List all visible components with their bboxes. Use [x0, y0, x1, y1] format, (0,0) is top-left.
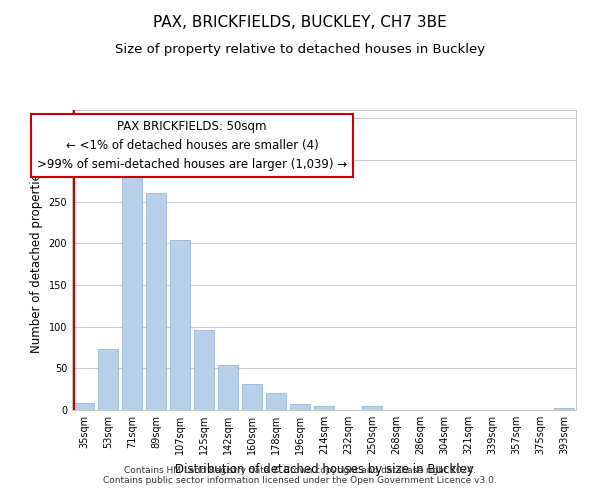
Text: PAX, BRICKFIELDS, BUCKLEY, CH7 3BE: PAX, BRICKFIELDS, BUCKLEY, CH7 3BE: [153, 15, 447, 30]
Bar: [554, 408, 574, 410]
Text: Contains HM Land Registry data © Crown copyright and database right 2024.
Contai: Contains HM Land Registry data © Crown c…: [103, 466, 497, 485]
Bar: [362, 406, 382, 410]
Bar: [290, 404, 310, 410]
Text: PAX BRICKFIELDS: 50sqm
← <1% of detached houses are smaller (4)
>99% of semi-det: PAX BRICKFIELDS: 50sqm ← <1% of detached…: [37, 120, 347, 171]
Bar: [242, 384, 262, 410]
Y-axis label: Number of detached properties: Number of detached properties: [30, 167, 43, 353]
Bar: [314, 406, 334, 410]
Bar: [122, 172, 142, 410]
Bar: [218, 365, 238, 410]
Bar: [74, 402, 94, 410]
X-axis label: Distribution of detached houses by size in Buckley: Distribution of detached houses by size …: [175, 462, 473, 475]
Text: Size of property relative to detached houses in Buckley: Size of property relative to detached ho…: [115, 42, 485, 56]
Bar: [194, 330, 214, 410]
Bar: [98, 349, 118, 410]
Bar: [170, 240, 190, 410]
Bar: [266, 394, 286, 410]
Bar: [146, 194, 166, 410]
